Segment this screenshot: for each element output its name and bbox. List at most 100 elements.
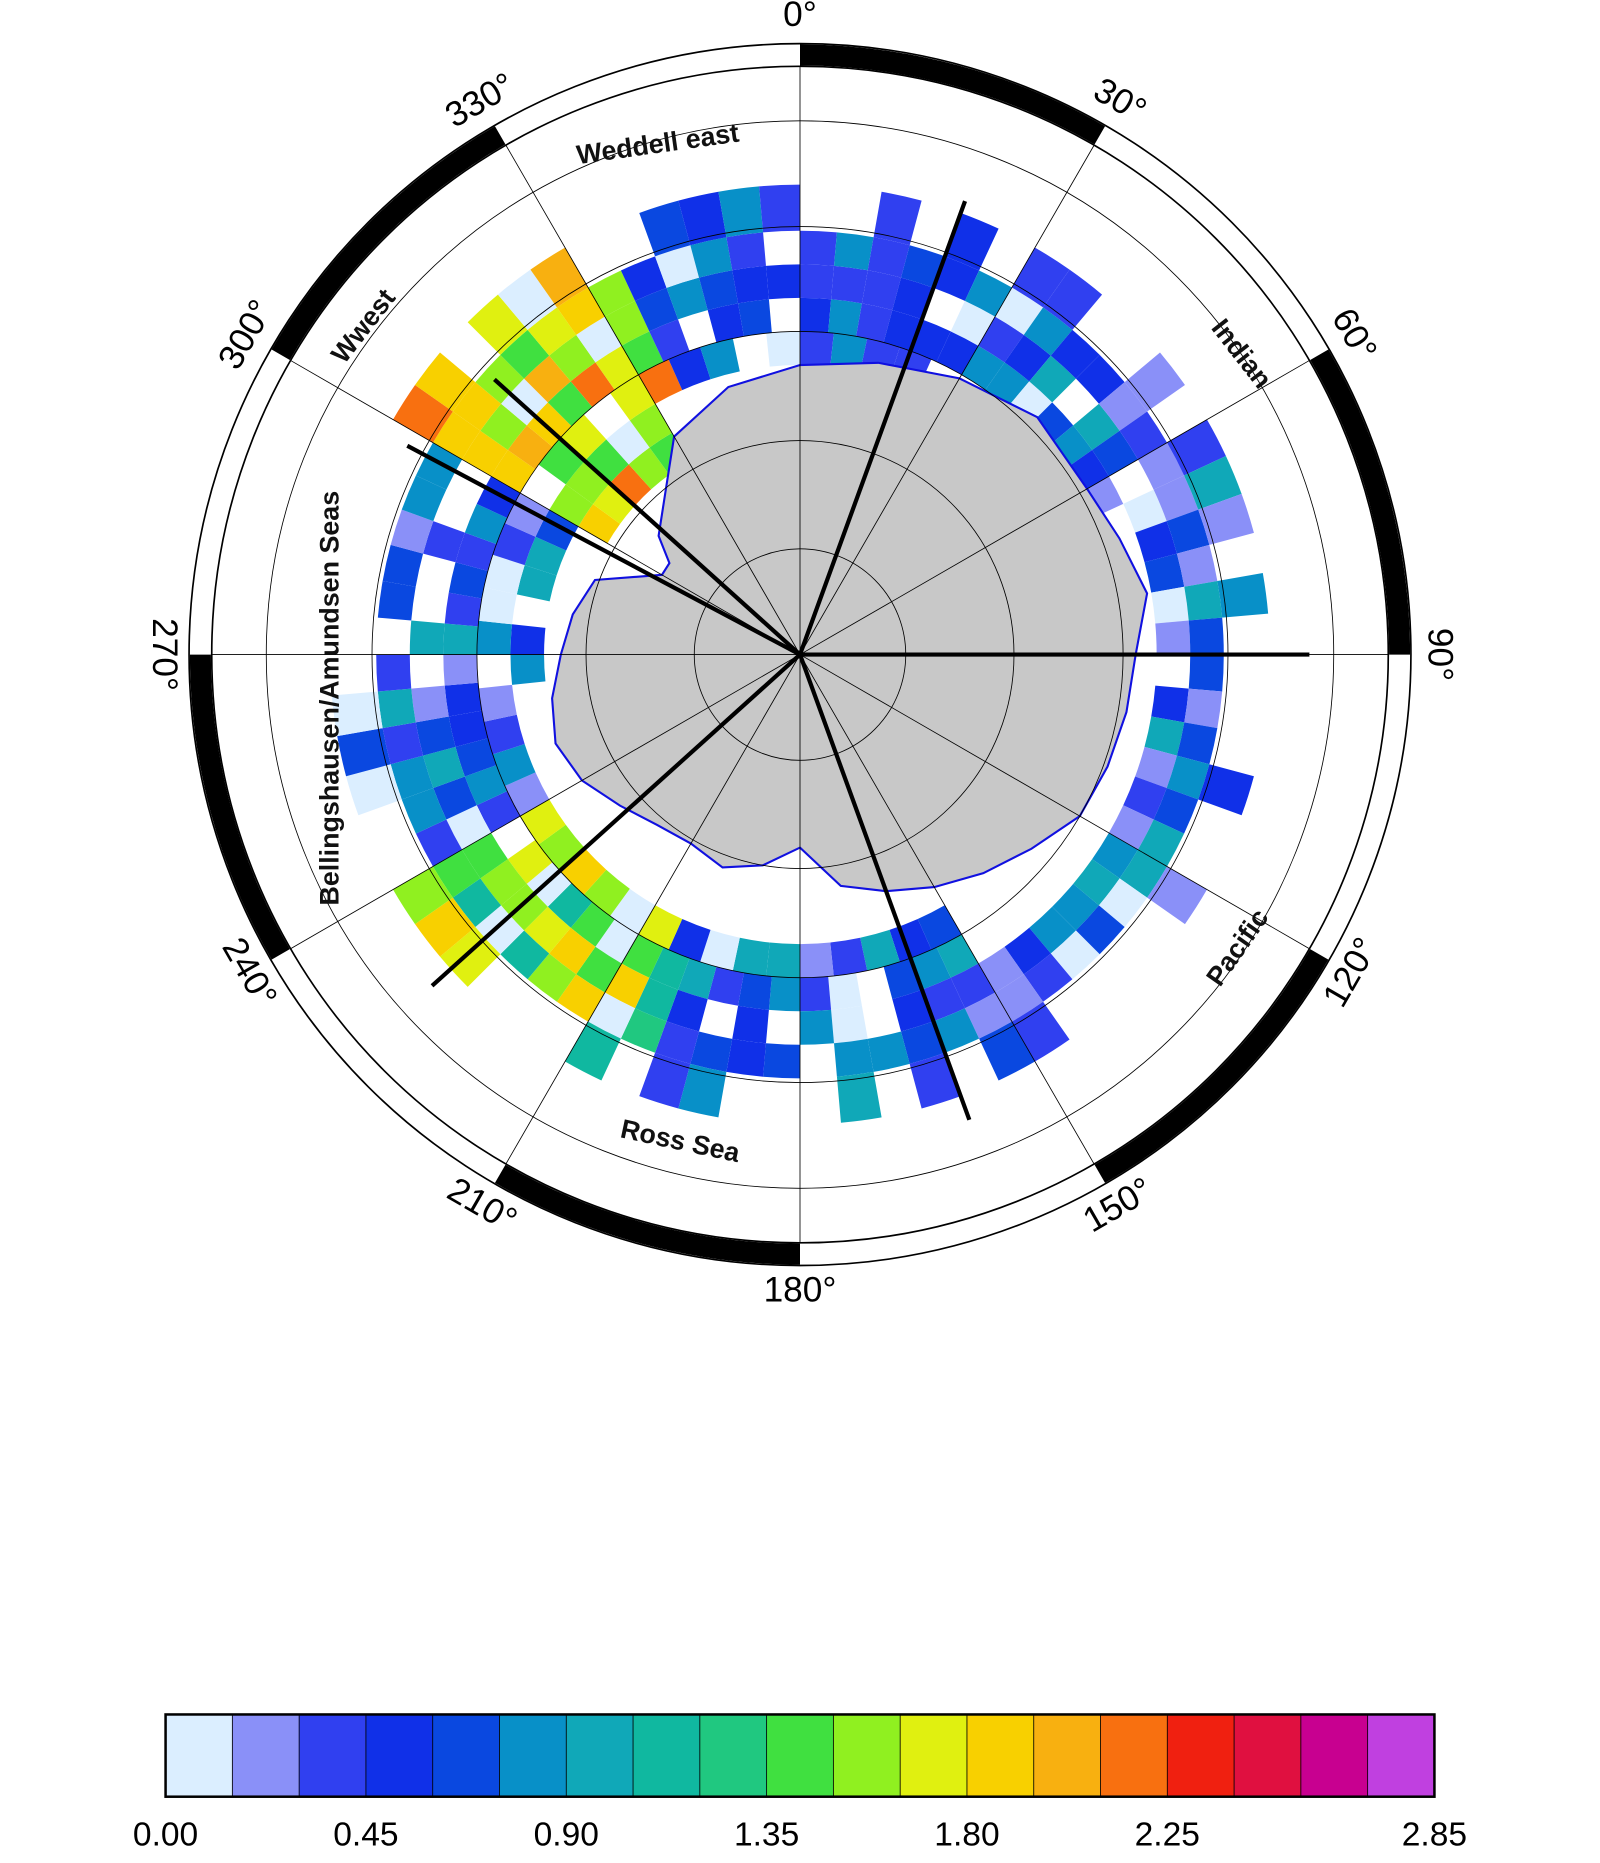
meridian-line [799,654,1095,1165]
data-cell [738,972,772,1010]
data-cell [765,264,800,300]
data-cell [718,186,764,238]
colorbar-segment [833,1714,901,1797]
data-cell [455,532,497,571]
data-cell [700,929,740,971]
data-cell [900,245,945,288]
data-cell [635,977,679,1022]
data-cell [690,237,733,278]
longitude-label: 330° [439,65,522,135]
longitude-label: 90° [1420,628,1459,681]
colorbar: 0.00 0.45 0.90 1.35 1.80 2.25 2.85 [133,1713,1467,1853]
data-cell [584,439,629,484]
data-cell [638,905,683,950]
data-cell [483,554,525,595]
data-cell [1135,746,1177,789]
data-cell [678,191,727,246]
frame-inner [210,65,1390,1244]
data-cell [382,544,424,587]
data-cell [649,947,690,990]
data-cell [759,184,800,233]
data-cell [524,536,567,576]
data-cell [415,716,456,756]
sector-boundaries [406,200,1310,1121]
colorbar-segment [1367,1714,1435,1797]
data-cell [655,245,700,288]
data-cell [639,200,691,257]
data-cell [800,942,834,978]
data-cell [830,333,868,372]
data-cell [527,953,577,1002]
data-cell [570,362,615,408]
data-cell [452,382,502,431]
data-cell [433,776,477,820]
data-cell [578,504,621,544]
colorbar-segment [299,1714,367,1797]
data-cell [1198,764,1254,816]
data-cell [1098,382,1148,431]
region-label-indian: Indian [1206,313,1278,394]
data-cell [668,347,711,391]
frame-segment [494,1164,801,1265]
data-cell [628,447,670,490]
data-cell [1029,355,1076,403]
data-cell [995,974,1044,1022]
colorbar-segment [633,1714,701,1797]
data-cell [559,414,607,461]
data-cell [549,927,596,975]
data-cell [800,331,834,367]
frame-segment [189,654,290,960]
longitude-label: 180° [764,1271,837,1310]
meridian-line [290,360,801,655]
data-cell [527,307,577,356]
data-cell [478,587,517,625]
data-cell [700,338,740,380]
data-cell [910,319,951,362]
data-cell [516,565,557,602]
meridian-line [505,654,801,1165]
data-cell [444,682,482,717]
data-cell [856,303,893,343]
colorbar-segment [900,1714,968,1797]
data-cell [1108,805,1154,850]
data-cell [476,620,513,655]
data-cell [448,562,488,599]
data-cell [1155,620,1191,655]
data-cell [873,191,922,246]
data-cell [834,232,874,271]
colorbar-segment [1100,1714,1168,1797]
colorbar-segment [1300,1714,1369,1797]
data-cell [480,403,527,450]
data-cell [592,483,635,524]
data-cell [1050,930,1100,980]
data-cell [1011,1001,1070,1062]
data-cell [576,946,622,993]
data-cell [892,277,934,320]
data-cell [443,654,479,686]
data-cell [478,684,517,722]
colorbar-frame [164,1713,1436,1798]
data-cell [609,464,652,506]
data-cell [950,300,996,346]
data-cell [483,714,525,755]
meridian-line [505,144,801,655]
data-cell [766,331,800,367]
colorbar-segment [766,1714,834,1797]
data-cell [1119,411,1168,460]
data-cell [1023,307,1073,356]
data-cell [936,934,979,978]
data-cell [936,331,979,375]
data-cell [576,316,622,363]
frame-segment [799,44,1106,145]
data-cell [649,319,690,362]
data-cell [830,937,868,976]
data-cell [944,212,999,271]
data-cell [556,287,605,335]
data-cell [678,958,717,1000]
data-cell [666,989,708,1032]
data-cell [950,963,996,1009]
data-cell [690,1031,733,1072]
data-cell [1153,475,1199,522]
data-cell [610,374,656,421]
data-cell [1166,755,1210,800]
